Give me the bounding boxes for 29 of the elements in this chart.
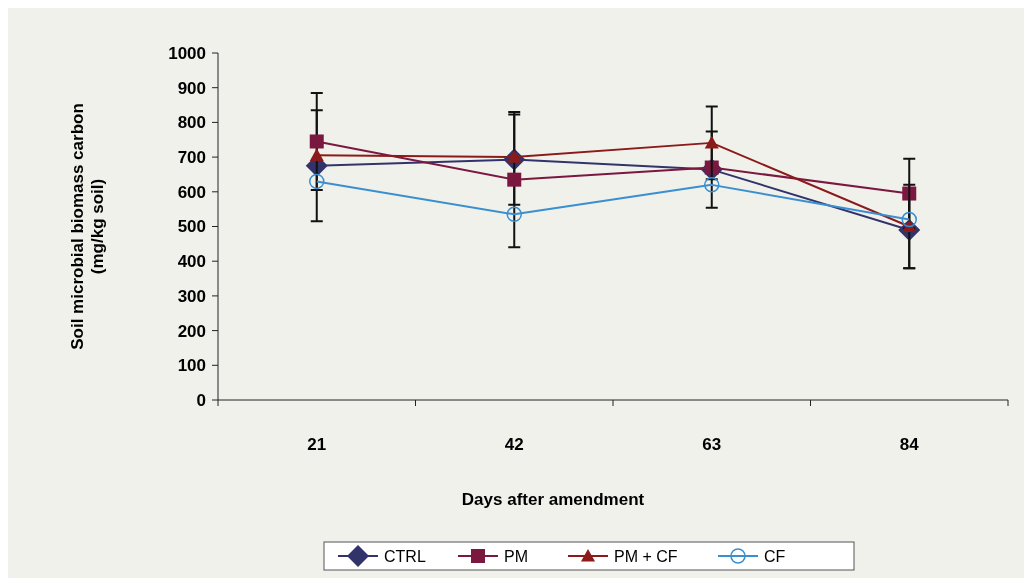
x-tick-label: 63 xyxy=(702,435,722,454)
x-tick-label: 42 xyxy=(504,435,524,454)
point xyxy=(309,173,325,190)
legend-label: CTRL xyxy=(384,547,426,565)
y-tick-label: 500 xyxy=(177,217,206,237)
y-tick-label: 300 xyxy=(177,286,206,306)
point xyxy=(704,135,719,149)
y-tick-label: 800 xyxy=(177,113,206,133)
x-tick-label: 84 xyxy=(899,435,920,454)
y-tick-label: 700 xyxy=(177,148,206,168)
x-tick-label: 21 xyxy=(307,435,327,454)
y-axis-title: Soil microbial biomass carbon (mg/kg soil) xyxy=(67,103,107,350)
y-tick-label: 400 xyxy=(177,252,206,272)
point xyxy=(507,172,522,187)
point xyxy=(704,177,720,193)
y-tick-label: 600 xyxy=(177,182,206,202)
point xyxy=(309,148,324,161)
y-tick-label: 1000 xyxy=(168,43,206,63)
legend-label: CF xyxy=(764,547,786,565)
y-tick-label: 100 xyxy=(177,356,206,376)
x-axis-title: Days after amendment xyxy=(461,490,645,509)
legend-label: PM + CF xyxy=(614,547,678,565)
point xyxy=(309,134,324,149)
y-tick-label: 200 xyxy=(177,321,206,341)
point xyxy=(506,206,522,223)
y-tick-label: 900 xyxy=(177,78,206,98)
y-tick-label: 0 xyxy=(196,390,206,410)
legend-label: PM xyxy=(504,547,528,565)
point xyxy=(901,211,917,228)
